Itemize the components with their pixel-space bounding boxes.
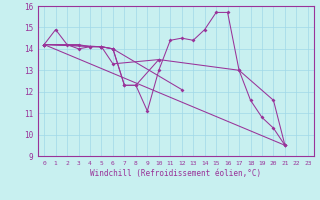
X-axis label: Windchill (Refroidissement éolien,°C): Windchill (Refroidissement éolien,°C) [91, 169, 261, 178]
